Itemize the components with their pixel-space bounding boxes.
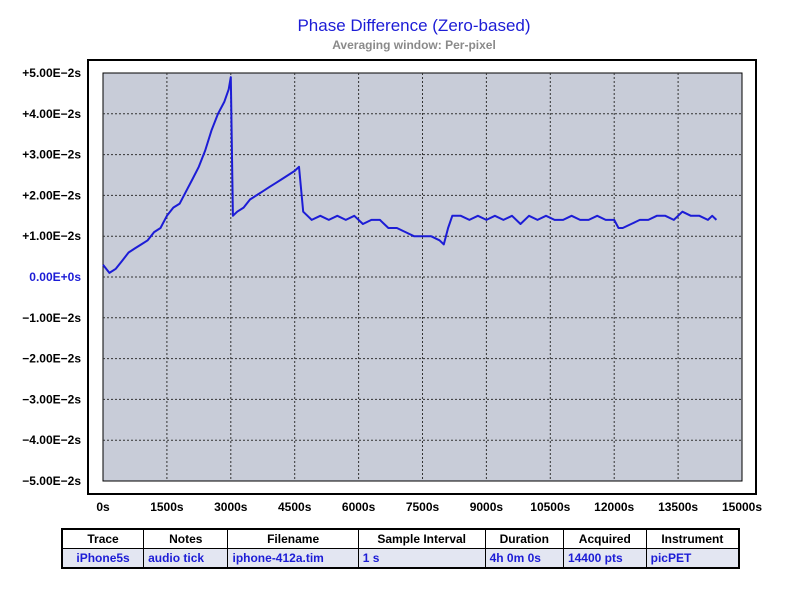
y-tick-label: −5.00E−2s: [22, 474, 81, 488]
x-tick-label: 1500s: [150, 500, 184, 514]
grid-lines: [103, 73, 742, 481]
x-tick-labels: 0s 1500s 3000s 4500s 6000s 7500s 9000s 10500s 12…: [96, 500, 762, 514]
header-acquired: Acquired: [562, 528, 647, 549]
header-duration: Duration: [484, 528, 564, 549]
series-line: [102, 76, 718, 274]
series-group: [102, 76, 718, 274]
chart-title: Phase Difference (Zero-based): [297, 16, 531, 35]
y-tick-label: +5.00E−2s: [22, 66, 81, 80]
chart-subtitle: Averaging window: Per-pixel: [332, 38, 496, 52]
trace-info-table: Trace Notes Filename Sample Interval Dur…: [61, 528, 740, 569]
cell-duration: 4h 0m 0s: [484, 548, 564, 569]
cell-notes: audio tick: [143, 548, 229, 569]
cell-trace: iPhone5s: [61, 548, 145, 569]
y-tick-label: +3.00E−2s: [22, 148, 81, 162]
y-tick-label: −3.00E−2s: [22, 392, 81, 406]
x-tick-label: 13500s: [658, 500, 698, 514]
x-tick-label: 10500s: [530, 500, 570, 514]
x-tick-label: 12000s: [594, 500, 634, 514]
y-tick-label: −4.00E−2s: [22, 433, 81, 447]
header-sample-interval: Sample Interval: [357, 528, 486, 549]
x-tick-label: 9000s: [470, 500, 504, 514]
y-tick-labels: +5.00E−2s +4.00E−2s +3.00E−2s +2.00E−2s +1.0…: [22, 66, 81, 488]
table-row: iPhone5s audio tick iphone-412a.tim 1 s …: [61, 548, 740, 569]
x-tick-label: 0s: [96, 500, 110, 514]
cell-instrument: picPET: [645, 548, 740, 569]
y-tick-label: −2.00E−2s: [22, 352, 81, 366]
header-notes: Notes: [143, 528, 229, 549]
header-instrument: Instrument: [645, 528, 740, 549]
cell-sample-interval: 1 s: [357, 548, 486, 569]
header-filename: Filename: [227, 528, 359, 549]
header-trace: Trace: [61, 528, 145, 549]
x-tick-label: 15000s: [722, 500, 762, 514]
x-tick-label: 7500s: [406, 500, 440, 514]
y-tick-label: −1.00E−2s: [22, 311, 81, 325]
table-header-row: Trace Notes Filename Sample Interval Dur…: [61, 528, 740, 549]
y-tick-label: +4.00E−2s: [22, 107, 81, 121]
cell-acquired: 14400 pts: [562, 548, 647, 569]
x-tick-label: 6000s: [342, 500, 376, 514]
phase-difference-chart: +5.00E−2s +4.00E−2s +3.00E−2s +2.00E−2s +1.0…: [22, 59, 762, 514]
x-tick-label: 3000s: [214, 500, 248, 514]
y-tick-label: 0.00E+0s: [29, 270, 81, 284]
y-tick-label: +2.00E−2s: [22, 188, 81, 202]
cell-filename: iphone-412a.tim: [227, 548, 359, 569]
y-tick-label: +1.00E−2s: [22, 229, 81, 243]
x-tick-label: 4500s: [278, 500, 312, 514]
